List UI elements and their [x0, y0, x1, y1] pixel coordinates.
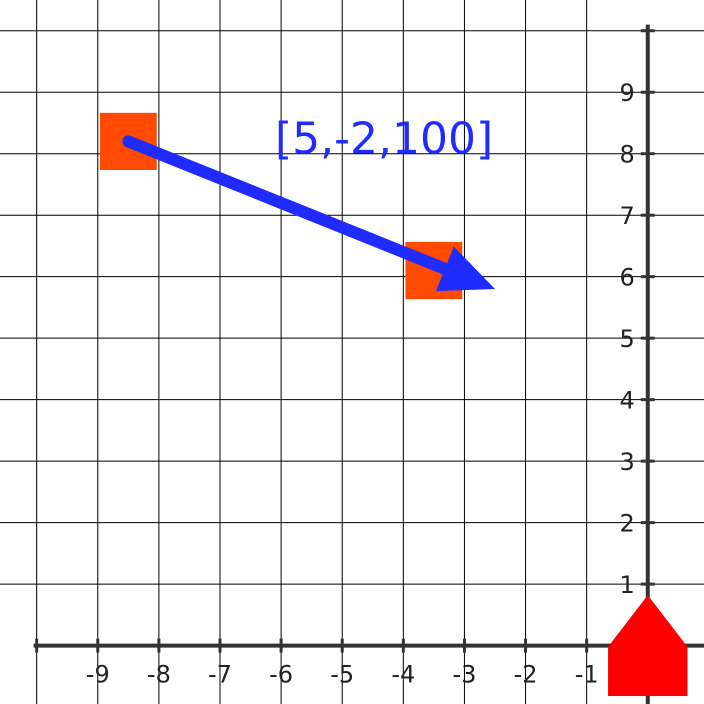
- x-tick-label: -2: [514, 661, 538, 689]
- x-tick-label: -9: [86, 661, 110, 689]
- y-tick-label: 6: [619, 264, 634, 292]
- vector-arrow-shaft: [122, 135, 451, 275]
- y-tick-label: 5: [619, 325, 634, 353]
- y-tick-label: 7: [619, 202, 634, 230]
- y-tick-label: 9: [619, 79, 634, 107]
- y-tick-label: 3: [619, 448, 634, 476]
- x-tick-label: -7: [208, 661, 232, 689]
- y-tick-label: 4: [619, 387, 634, 415]
- y-tick-label: 2: [619, 510, 634, 538]
- vector-label: [5,-2,100]: [275, 114, 493, 165]
- tick-labels: -9 -8 -7 -6 -5 -4 -3 -2 -1 1 2 3 4 5 6 7 8 9: [86, 79, 635, 688]
- tick-marks: [35, 29, 655, 653]
- plotted-objects: [99, 112, 688, 697]
- x-tick-label: -5: [330, 661, 354, 689]
- axes: [33, 24, 704, 704]
- x-tick-label: -6: [269, 661, 293, 689]
- x-tick-label: -8: [147, 661, 171, 689]
- y-tick-label: 8: [619, 141, 634, 169]
- x-tick-label: -4: [391, 661, 415, 689]
- x-tick-label: -3: [452, 661, 476, 689]
- x-tick-label: -1: [575, 661, 599, 689]
- vector-arrow-head: [435, 246, 495, 292]
- y-tick-label: 1: [619, 571, 634, 599]
- origin-marker: [608, 595, 688, 697]
